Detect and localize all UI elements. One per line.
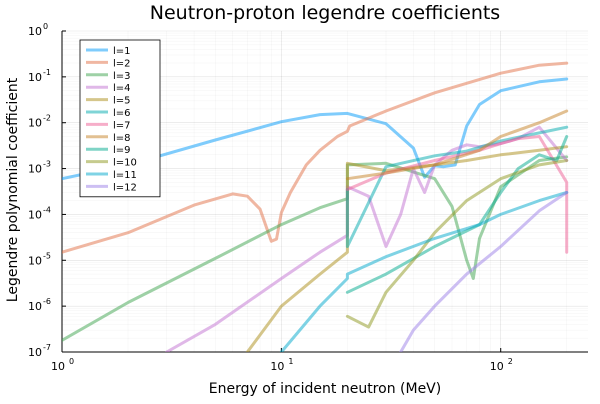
series-line-l-10 bbox=[345, 159, 569, 329]
y-tick-label: 10 bbox=[28, 71, 42, 84]
y-tick-exponent: -4 bbox=[43, 205, 51, 214]
y-tick-label: 10 bbox=[28, 300, 42, 313]
x-tick-label: 10 bbox=[490, 360, 504, 373]
y-tick-label: 10 bbox=[28, 254, 42, 267]
y-tick-exponent: -1 bbox=[43, 68, 51, 77]
plot-area: 10 0 10 1 10 210 -710 -610 -510 -410 -310 -210 -110 0 bbox=[28, 22, 588, 373]
legend-label-l-1: l=1 bbox=[113, 46, 131, 57]
x-tick-exponent: 2 bbox=[508, 357, 513, 366]
series-line-l-11 bbox=[279, 191, 569, 352]
series-lines bbox=[62, 61, 569, 352]
series-line-l-5 bbox=[245, 145, 569, 352]
y-tick-label: 10 bbox=[28, 117, 42, 130]
y-axis-label: Legendre polynomial coefficient bbox=[5, 77, 21, 302]
legend: l=1l=2 l=3l=4 l=5l=6l=7 l=8l=9 l=10l=11l=12 bbox=[79, 39, 161, 198]
legend-label-l-9: l=9 bbox=[113, 145, 131, 156]
series-line-l-2 bbox=[62, 61, 569, 254]
x-tick-exponent: 1 bbox=[288, 357, 293, 366]
legend-label-l-12: l=12 bbox=[113, 182, 137, 193]
legend-label-l-11: l=11 bbox=[113, 170, 137, 181]
legend-label-l-10: l=10 bbox=[113, 158, 137, 169]
y-tick-exponent: -2 bbox=[43, 114, 51, 123]
legend-label-l-6: l=6 bbox=[113, 108, 131, 119]
y-tick-label: 10 bbox=[28, 346, 42, 359]
y-tick-exponent: -7 bbox=[43, 343, 51, 352]
x-tick-label: 10 bbox=[51, 360, 65, 373]
y-tick-label: 10 bbox=[28, 25, 42, 38]
series-line-l-1 bbox=[62, 77, 569, 181]
y-tick-label: 10 bbox=[28, 208, 42, 221]
y-tick-exponent: -6 bbox=[43, 297, 51, 306]
y-tick-exponent: 0 bbox=[43, 22, 48, 31]
y-tick-exponent: -3 bbox=[43, 160, 51, 169]
legend-label-l-2: l=2 bbox=[113, 58, 131, 69]
series-line-l-3 bbox=[62, 155, 569, 342]
legend-label-l-3: l=3 bbox=[113, 71, 131, 82]
legend-label-l-5: l=5 bbox=[113, 96, 131, 107]
legend-label-l-7: l=7 bbox=[113, 120, 131, 131]
y-tick-label: 10 bbox=[28, 163, 42, 176]
x-axis-label: Energy of incident neutron (MeV) bbox=[209, 381, 441, 397]
series-line-l-12 bbox=[399, 191, 569, 352]
chart-title: Neutron-proton legendre coefficients bbox=[150, 2, 500, 24]
y-tick-exponent: -5 bbox=[43, 251, 51, 260]
legend-box bbox=[79, 39, 161, 198]
series-line-l-6 bbox=[345, 125, 569, 248]
series-line-l-8 bbox=[345, 109, 569, 181]
x-tick-label: 10 bbox=[270, 360, 284, 373]
legend-label-l-4: l=4 bbox=[113, 83, 131, 94]
series-line-l-9 bbox=[345, 135, 569, 294]
x-tick-exponent: 0 bbox=[69, 357, 74, 366]
legend-label-l-8: l=8 bbox=[113, 133, 131, 144]
